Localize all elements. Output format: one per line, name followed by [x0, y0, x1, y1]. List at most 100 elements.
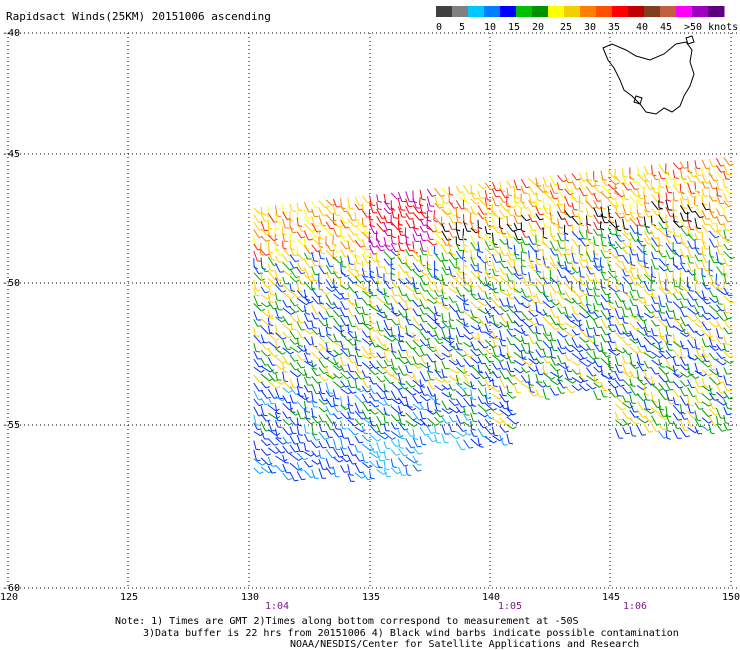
wind-barb-flag: [695, 247, 700, 250]
wind-barb: [419, 379, 422, 387]
wind-barb: [441, 392, 449, 398]
wind-barb: [701, 173, 707, 184]
wind-barb-flag: [716, 309, 721, 313]
wind-barb: [672, 213, 675, 222]
wind-barb: [629, 370, 635, 378]
wind-barb: [260, 310, 270, 318]
wind-barb: [455, 343, 460, 351]
wind-barb: [405, 234, 408, 245]
wind-barb-flag: [562, 180, 567, 183]
lat-label: -55: [2, 420, 20, 431]
wind-barb: [463, 271, 465, 283]
wind-barb-flag: [266, 419, 271, 422]
wind-barb: [470, 357, 478, 364]
wind-barb-flag: [427, 424, 432, 428]
wind-barb: [347, 247, 355, 257]
wind-barb-flag: [403, 454, 408, 457]
wind-barb: [296, 224, 303, 232]
wind-barb-flag: [489, 360, 494, 363]
wind-barb: [665, 365, 675, 372]
wind-barb-flag: [590, 242, 595, 244]
wind-barb: [354, 315, 360, 324]
wind-barb: [679, 316, 686, 326]
wind-barb: [463, 302, 466, 310]
wind-barb: [708, 313, 716, 320]
wind-barb: [448, 359, 456, 366]
wind-barb-flag: [520, 380, 525, 383]
wind-barb-flag: [464, 309, 469, 311]
wind-barb: [383, 288, 386, 296]
wind-barb: [636, 166, 640, 176]
wind-barb: [275, 356, 284, 364]
wind-barb: [304, 360, 314, 368]
wind-barb: [296, 353, 302, 361]
wind-barb: [282, 371, 285, 381]
wind-barb: [499, 425, 506, 433]
wind-barb: [687, 403, 691, 413]
wind-barb: [390, 342, 393, 352]
wind-barb: [354, 225, 364, 234]
wind-barb: [716, 201, 724, 210]
wind-barb-flag: [403, 282, 408, 285]
wind-barb: [651, 312, 657, 319]
wind-barb: [629, 378, 633, 386]
wind-barb: [397, 405, 402, 416]
wind-barb: [593, 236, 596, 245]
wind-barb: [665, 294, 669, 303]
wind-barb: [368, 231, 370, 242]
wind-barb-flag: [493, 385, 498, 388]
wind-barb: [723, 422, 728, 431]
wind-barb-flag: [464, 250, 469, 253]
wind-barb: [499, 377, 505, 388]
wind-barb-flag: [411, 385, 416, 388]
wind-barb: [687, 240, 693, 249]
wind-barb: [260, 294, 268, 300]
wind-barb-flag: [412, 393, 417, 396]
wind-barb: [303, 408, 308, 419]
wind-barb-flag: [266, 354, 271, 357]
wind-barb-flag: [418, 365, 423, 369]
wind-barb: [253, 414, 257, 425]
wind-barb: [390, 334, 400, 343]
wind-barb: [506, 297, 510, 307]
wind-barb-flag: [432, 276, 437, 278]
wind-barb: [332, 317, 341, 327]
wind-barb: [296, 369, 305, 376]
wind-barb: [578, 328, 587, 337]
wind-barb: [376, 407, 384, 415]
wind-barb-flag: [714, 325, 719, 328]
wind-barb: [491, 196, 497, 206]
wind-barb-flag: [342, 266, 347, 268]
wind-barb: [723, 383, 728, 392]
wind-barb: [564, 253, 568, 264]
wind-barb-flag: [468, 289, 473, 293]
wind-barb: [658, 272, 661, 282]
wind-barb: [593, 221, 598, 230]
wind-barb: [499, 393, 506, 403]
wind-barb-flag: [571, 390, 576, 394]
wind-barb: [694, 210, 701, 218]
wind-barb-flag: [310, 453, 315, 457]
wind-barb: [665, 334, 669, 345]
wind-barb: [354, 218, 360, 225]
wind-barb: [549, 240, 556, 251]
wind-barb: [708, 400, 714, 409]
wind-barb: [361, 253, 368, 264]
wind-barb: [694, 225, 699, 233]
wind-barb: [260, 373, 270, 382]
wind-barb: [672, 357, 677, 366]
wind-barb: [303, 376, 309, 386]
wind-barb: [275, 348, 283, 355]
wind-barb-flag: [462, 433, 467, 437]
wind-barb-flag: [713, 295, 718, 298]
wind-barb: [716, 165, 722, 173]
wind-barb: [564, 345, 571, 353]
wind-barb: [296, 401, 304, 410]
wind-barb: [274, 226, 276, 235]
wind-barb: [340, 212, 344, 223]
wind-barb: [282, 339, 288, 350]
wind-barb: [434, 425, 437, 434]
wind-barb: [289, 268, 297, 278]
wind-barb: [701, 425, 709, 431]
wind-barb: [600, 389, 604, 397]
